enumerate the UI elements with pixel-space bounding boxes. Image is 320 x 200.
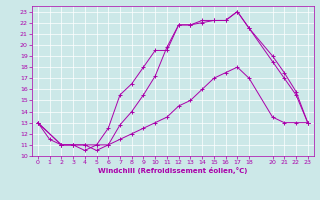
- X-axis label: Windchill (Refroidissement éolien,°C): Windchill (Refroidissement éolien,°C): [98, 167, 247, 174]
